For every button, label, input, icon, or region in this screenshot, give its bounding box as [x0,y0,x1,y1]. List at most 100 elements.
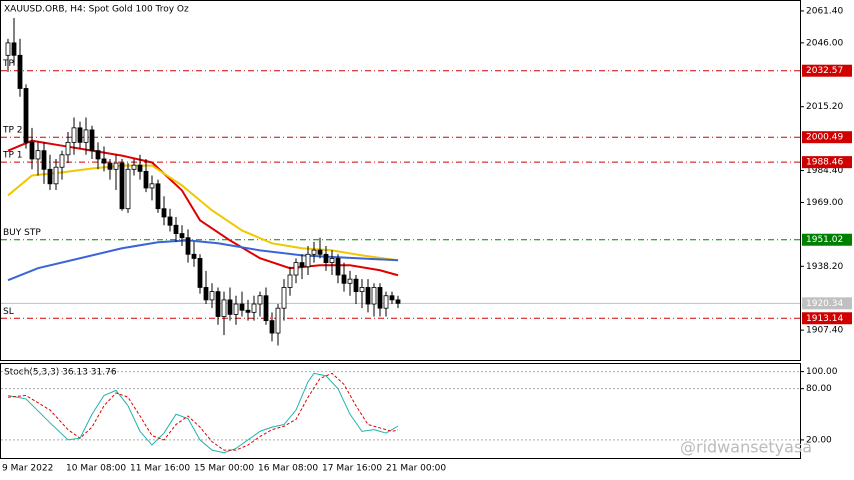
main-frame [0,0,801,361]
candle-body [11,42,17,56]
price-box-label: 2032.57 [806,66,843,76]
ma-line [7,164,399,262]
level-label: TP 2 [2,126,23,136]
price-box [802,131,852,144]
candle-body [239,303,245,311]
candle-body [365,287,371,305]
candle-body [377,287,383,309]
y-tick-label: 1969.00 [806,198,843,208]
candle-body [293,262,299,276]
candle-body [35,150,41,160]
candle-body [335,258,341,276]
candle-body [179,233,185,239]
candle-body [341,274,347,284]
candle-body [131,164,137,170]
candle-body [353,278,359,292]
candle-body [77,127,83,143]
candle-body [65,141,71,156]
y-tick-label: 1907.40 [806,326,843,336]
candle-body [323,253,329,263]
candle-body [221,299,227,317]
candle-body [29,141,35,160]
stoch-line [7,372,399,451]
chart-title: XAUUSD.ORB, H4: Spot Gold 100 Troy Oz [4,5,189,15]
current-price-label: 1920.34 [806,299,843,309]
candle-body [257,295,263,305]
candle-body [149,183,155,189]
stoch-frame [0,363,801,459]
candle-body [305,253,311,268]
candle-body [383,295,389,309]
candle-body [197,258,203,288]
candle-body [41,150,47,170]
x-tick-label: 15 Mar 00:00 [194,464,254,474]
candle-body [107,162,113,170]
candle-body [209,291,215,301]
candle-body [227,299,233,315]
candle-body [329,258,335,263]
candle-body [113,162,119,170]
candle-body [233,303,239,315]
candle-body [173,224,179,234]
candle-body [215,291,221,317]
candle-body [281,287,287,309]
x-tick-label: 16 Mar 08:00 [258,464,318,474]
price-box [802,312,852,325]
price-box-label: 1913.14 [806,314,843,324]
level-label: BUY STP [3,228,41,238]
candle-body [251,303,257,313]
candle-body [59,154,65,168]
candle-body [23,88,29,143]
candle-body [53,166,59,185]
candle-body [167,216,173,226]
candle-body [71,127,77,143]
candle-body [395,299,401,304]
y-tick-label: 80.00 [806,384,832,394]
y-tick-label: 1984.40 [806,166,843,176]
candle-body [119,162,125,210]
candle-body [47,168,53,185]
level-label: TP 3 [2,59,23,69]
candle-body [359,287,365,292]
price-box-label: 1951.02 [806,235,843,245]
stoch-line [7,372,399,454]
candle-body [299,262,305,268]
candle-body [371,287,377,305]
candle-body [83,129,89,143]
candle-body [143,170,149,189]
price-box [802,156,852,169]
y-tick-label: 2061.40 [806,6,843,16]
y-tick-label: 20.00 [806,435,832,445]
candle-body [263,295,269,322]
x-tick-label: 10 Mar 08:00 [66,464,126,474]
price-box [802,233,852,246]
candle-body [311,249,317,255]
price-box-label: 1988.46 [806,158,843,168]
candle-body [389,295,395,301]
level-label: SL [3,307,14,317]
x-tick-label: 11 Mar 16:00 [130,464,190,474]
candle-body [275,307,281,334]
candle-body [125,168,131,210]
candle-body [137,164,143,172]
price-box [802,297,852,310]
candle-body [191,253,197,259]
candle-body [347,278,353,284]
candle-body [203,287,209,301]
x-tick-label: 21 Mar 00:00 [386,464,446,474]
candle-body [5,42,11,56]
watermark: @ridwansetyasa [680,438,812,457]
candle-body [155,183,161,210]
candle-body [101,158,107,164]
candle-body [269,320,275,334]
candle-body [185,237,191,255]
x-tick-label: 17 Mar 16:00 [322,464,382,474]
y-tick-label: 100.00 [806,367,838,377]
candle-body [161,208,167,218]
level-label: TP 1 [2,151,23,161]
candle-body [245,309,251,313]
y-tick-label: 2015.20 [806,102,843,112]
x-tick-label: 9 Mar 2022 [2,464,53,474]
stoch-title: Stoch(5,3,3) 36.13 31.76 [4,368,117,378]
